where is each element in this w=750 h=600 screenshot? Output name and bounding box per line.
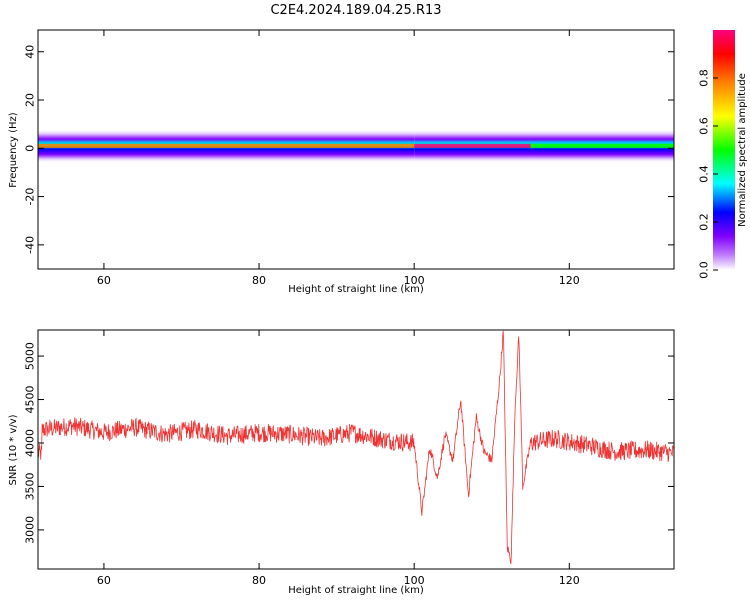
spectrogram-y-ticks: -40 -20 0 20 40 bbox=[24, 45, 674, 254]
colorbar-tick-label: 0.8 bbox=[698, 69, 711, 87]
snr-x-tick-label: 60 bbox=[97, 574, 111, 587]
colorbar-tick-label: 0.0 bbox=[698, 261, 711, 279]
snr-x-label: Height of straight line (km) bbox=[288, 585, 424, 596]
snr-y-ticks: 3000 3500 4000 4500 5000 bbox=[24, 342, 674, 544]
snr-x-ticks: 60 80 100 120 bbox=[97, 330, 580, 587]
colorbar-tick-label: 0.4 bbox=[698, 165, 711, 183]
spectral-band-peak bbox=[530, 143, 674, 148]
spectrogram-x-tick-label: 60 bbox=[97, 274, 111, 287]
colorbar-label: Normalized spectral amplitude bbox=[737, 73, 748, 227]
snr-frame bbox=[37, 329, 675, 570]
spectrogram-y-tick-label: -20 bbox=[24, 188, 37, 206]
spectrogram-y-tick-label: 40 bbox=[24, 45, 37, 59]
spectrogram-y-tick-label: 0 bbox=[24, 145, 37, 152]
spectrogram-x-tick-label: 80 bbox=[252, 274, 266, 287]
snr-series-line bbox=[38, 330, 674, 564]
colorbar-tick-label: 0.6 bbox=[698, 117, 711, 135]
spectrogram-x-tick-label: 100 bbox=[404, 274, 425, 287]
colorbar-gradient bbox=[713, 30, 735, 270]
spectrogram-x-label: Height of straight line (km) bbox=[288, 284, 424, 295]
snr-x-tick-label: 120 bbox=[559, 574, 580, 587]
figure-title: C2E4.2024.189.04.25.R13 bbox=[270, 3, 441, 18]
colorbar-ticks: 0.0 0.2 0.4 0.6 0.8 bbox=[698, 69, 718, 279]
snr-y-tick-label: 5000 bbox=[24, 342, 37, 370]
snr-y-tick-label: 3500 bbox=[24, 472, 37, 500]
snr-x-tick-label: 80 bbox=[252, 574, 266, 587]
spectrogram-y-tick-label: -40 bbox=[24, 236, 37, 254]
snr-y-tick-label: 3000 bbox=[24, 516, 37, 544]
colorbar: 0.0 0.2 0.4 0.6 0.8 Normalized spectral ampl… bbox=[698, 30, 748, 279]
spectrogram-x-ticks: 60 80 100 120 bbox=[97, 30, 580, 287]
snr-y-tick-label: 4000 bbox=[24, 429, 37, 457]
snr-y-label: SNR (10 * v/v) bbox=[8, 414, 19, 485]
snr-x-tick-label: 100 bbox=[404, 574, 425, 587]
colorbar-tick-label: 0.2 bbox=[698, 213, 711, 231]
spectrogram-frame bbox=[37, 29, 675, 270]
spectrogram-y-tick-label: 20 bbox=[24, 93, 37, 107]
spectrogram-y-label: Frequency (Hz) bbox=[8, 112, 19, 188]
spectral-band-peak bbox=[414, 143, 531, 148]
spectrogram-plot: 60 80 100 120 -40 -20 0 20 40 Height of straigh… bbox=[8, 29, 675, 295]
snr-y-tick-label: 4500 bbox=[24, 386, 37, 414]
spectrogram-x-tick-label: 120 bbox=[559, 274, 580, 287]
spectral-band-peak bbox=[38, 143, 415, 148]
spectral-band bbox=[38, 128, 674, 163]
snr-plot: 60 80 100 120 3000 3500 4000 4500 5000 Height o… bbox=[8, 329, 675, 596]
